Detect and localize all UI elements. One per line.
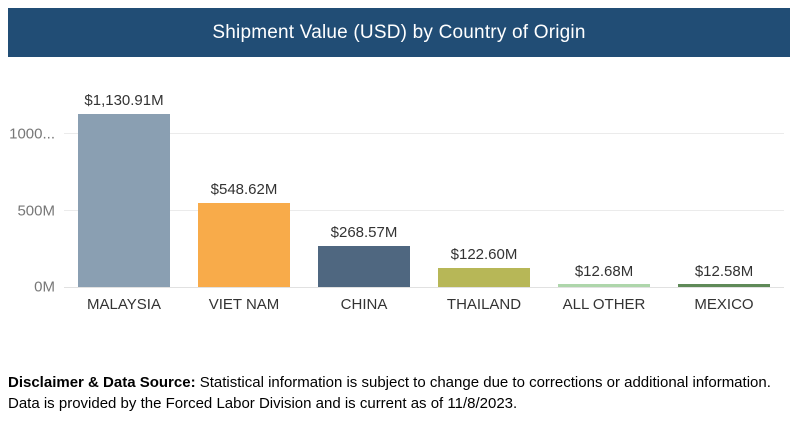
- chart-column-thailand: $122.60M THAILAND: [424, 90, 544, 313]
- category-label-thailand: THAILAND: [446, 296, 522, 313]
- category-label-mexico: MEXICO: [694, 296, 754, 313]
- y-tick-label-500: 500M: [17, 202, 55, 220]
- value-label-all-other: $12.68M: [574, 263, 634, 281]
- gridline-500: [64, 209, 784, 211]
- bar-mexico[interactable]: [678, 284, 770, 287]
- chart-column-mexico: $12.58M MEXICO: [664, 90, 784, 313]
- bar-thailand[interactable]: [438, 268, 530, 287]
- chart-column-malaysia: $1,130.91M MALAYSIA: [64, 90, 184, 313]
- bar-chart: 0M 500M 1000... $1,130.91M MALAYSIA $548.62M V…: [0, 57, 798, 330]
- disclaimer-text: Disclaimer & Data Source: Statistical in…: [8, 372, 794, 414]
- disclaimer-bold-prefix: Disclaimer & Data Source:: [8, 374, 196, 391]
- chart-column-all-other: $12.68M ALL OTHER: [544, 90, 664, 313]
- category-label-malaysia: MALAYSIA: [87, 296, 161, 313]
- plot-area: 0M 500M 1000... $1,130.91M MALAYSIA $548.62M V…: [9, 90, 784, 313]
- bar-china[interactable]: [318, 245, 410, 287]
- y-tick-label-1000: 1000...: [9, 125, 55, 143]
- bar-malaysia[interactable]: [78, 114, 170, 287]
- chart-title-banner: Shipment Value (USD) by Country of Origi…: [8, 8, 790, 57]
- bar-all-other[interactable]: [558, 284, 650, 287]
- chart-column-viet-nam: $548.62M VIET NAM: [184, 90, 304, 313]
- disclaimer-line-2: Data is provided by the Forced Labor Div…: [8, 395, 518, 412]
- value-label-viet-nam: $548.62M: [210, 181, 278, 199]
- value-label-malaysia: $1,130.91M: [84, 92, 164, 110]
- disclaimer-line-1: Disclaimer & Data Source: Statistical in…: [8, 372, 794, 393]
- y-tick-label-0: 0M: [34, 278, 55, 296]
- value-label-mexico: $12.58M: [694, 263, 754, 281]
- category-label-all-other: ALL OTHER: [562, 296, 646, 313]
- category-label-viet-nam: VIET NAM: [208, 296, 280, 313]
- value-label-china: $268.57M: [330, 223, 398, 241]
- gridline-1000: [64, 133, 784, 135]
- value-label-thailand: $122.60M: [450, 246, 518, 264]
- chart-title: Shipment Value (USD) by Country of Origi…: [212, 21, 586, 43]
- disclaimer-line-1-rest: Statistical information is subject to ch…: [195, 374, 771, 391]
- bar-viet-nam[interactable]: [198, 203, 290, 287]
- category-label-china: CHINA: [340, 296, 388, 313]
- chart-column-china: $268.57M CHINA: [304, 90, 424, 313]
